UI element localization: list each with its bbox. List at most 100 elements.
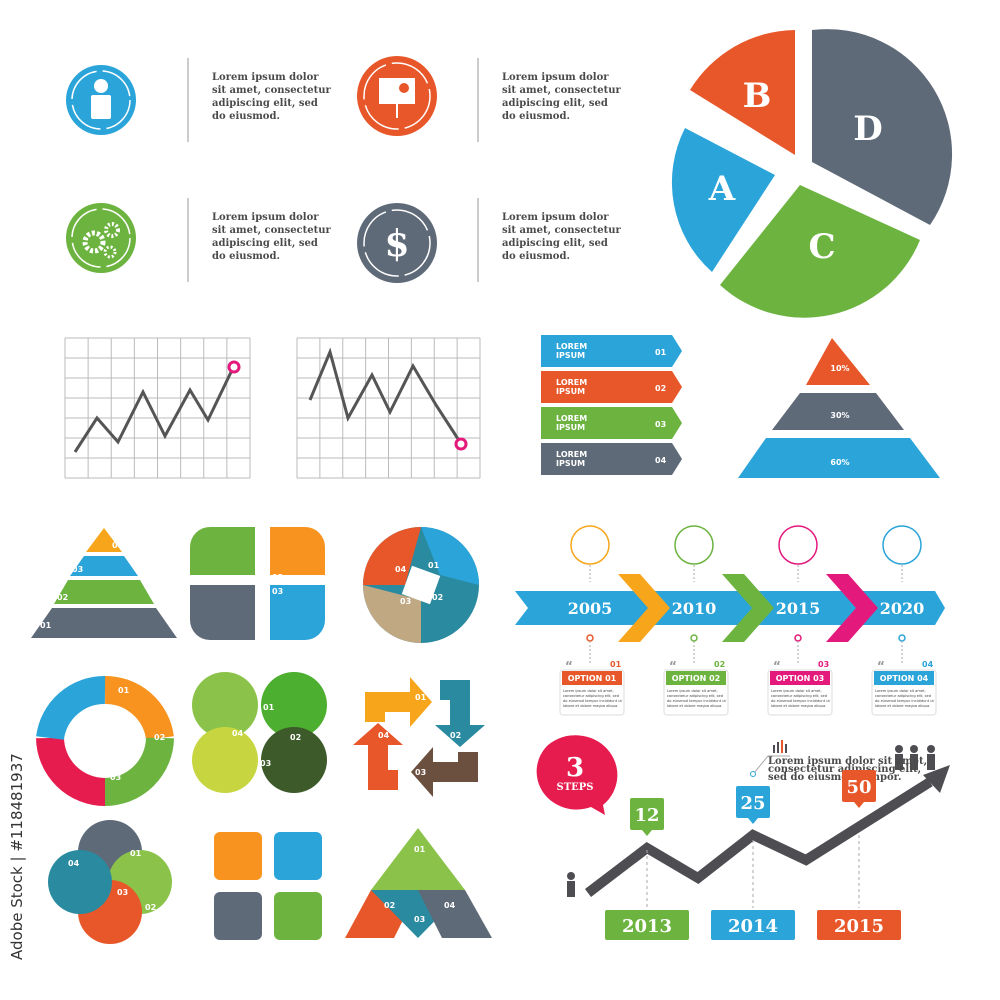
- mini-clover: 01 02 03 04: [192, 672, 327, 793]
- line-chart-grid: [64, 337, 251, 479]
- svg-text:02: 02: [432, 593, 443, 602]
- label-text: 2015: [776, 599, 821, 618]
- svg-text:04: 04: [444, 901, 456, 910]
- pie-slice-c: [720, 185, 920, 318]
- shape: [605, 910, 689, 940]
- shape: [794, 634, 802, 642]
- label-text: 2013: [622, 916, 672, 937]
- shape: [690, 634, 698, 642]
- timeline-item: 2015 “ 03 OPTION 03 Lorem ipsum dolor sit am…: [767, 525, 878, 716]
- svg-text:01: 01: [40, 621, 52, 630]
- label-text: do eiusmod tempor incididunt ut: [771, 699, 831, 703]
- svg-text:02: 02: [145, 903, 156, 912]
- label-text: LOREM: [556, 378, 587, 387]
- label-text: “: [877, 659, 885, 673]
- label-text: LOREM: [556, 414, 587, 423]
- label-text: consectetur adipiscing elit, sed: [771, 694, 827, 698]
- svg-text:04: 04: [68, 859, 80, 868]
- label-text: Lorem ipsum dolor sit amet,: [771, 689, 822, 693]
- mini-venn: 01 02 03 04: [48, 820, 172, 944]
- svg-text:03: 03: [415, 768, 426, 777]
- svg-text:03: 03: [400, 597, 411, 606]
- label-text: 04: [655, 456, 667, 465]
- shape: [666, 671, 726, 685]
- label-text: 02: [714, 660, 725, 669]
- svg-text:02: 02: [290, 733, 301, 742]
- svg-text:30%: 30%: [830, 411, 849, 420]
- dollar-icon: $: [384, 223, 409, 265]
- label-text: 2020: [880, 599, 925, 618]
- label-text: consectetur adipiscing elit, sed: [875, 694, 931, 698]
- shape: [898, 634, 906, 642]
- svg-text:02: 02: [450, 731, 461, 740]
- label-text: 2015: [834, 916, 884, 937]
- label-text: “: [773, 659, 781, 673]
- label-text: Lorem ipsum dolor sit amet,: [875, 689, 926, 693]
- step-item: 12 2013: [605, 798, 689, 940]
- label-text: 12: [634, 805, 659, 826]
- label-text: 25: [740, 793, 765, 814]
- mini-arrows-cycle: 01 02 03 04: [353, 677, 485, 797]
- label-text: LOREM: [556, 342, 587, 351]
- svg-text:03: 03: [414, 915, 425, 924]
- svg-text:02: 02: [272, 573, 283, 582]
- timeline-item: 2010 “ 02 OPTION 02 Lorem ipsum dolor sit am…: [663, 525, 774, 716]
- label-text: do eiusmod tempor incididunt ut: [563, 699, 623, 703]
- shape: [630, 798, 664, 830]
- shape: [778, 525, 818, 565]
- label-text: Lorem ipsum dolor sit amet,: [667, 689, 718, 693]
- label-text: 02: [655, 384, 666, 393]
- label-text: labore et dolore magna aliqua.: [667, 704, 722, 708]
- label-text: 50: [846, 777, 871, 798]
- label-text: 2010: [672, 599, 717, 618]
- pie-slice-a: [671, 128, 775, 272]
- shape: [748, 818, 758, 824]
- svg-text:01: 01: [263, 703, 275, 712]
- gears-icon: [82, 222, 120, 259]
- label-text: 04: [922, 660, 934, 669]
- label-text: OPTION 02: [672, 674, 721, 683]
- label-text: labore et dolore magna aliqua.: [563, 704, 618, 708]
- svg-text:A: A: [708, 169, 736, 209]
- svg-text:04: 04: [233, 881, 245, 890]
- mini-squares: 01 02 03 04: [214, 832, 322, 940]
- svg-text:01: 01: [428, 561, 440, 570]
- shape: [722, 574, 774, 642]
- label-text: labore et dolore magna aliqua.: [875, 704, 930, 708]
- shape: [826, 574, 878, 642]
- feature-dollar: $ Lorem ipsum dolor sit amet, consectetur…: [357, 198, 622, 283]
- shape: [541, 371, 682, 403]
- svg-text:3: 3: [566, 753, 584, 783]
- shape: [642, 830, 652, 836]
- label-text: IPSUM: [556, 387, 585, 396]
- svg-text:04: 04: [112, 541, 124, 550]
- line-chart-down: [308, 347, 462, 443]
- label-text: 03: [818, 660, 829, 669]
- mini-triangle: 01 02 03 04: [345, 828, 492, 938]
- shape: [562, 671, 622, 685]
- line-chart-grid: [296, 337, 481, 479]
- step-item: 25 2014: [711, 786, 795, 940]
- timeline-item: 2020 “ 04 OPTION 04 Lorem ipsum dolor sit am…: [871, 525, 937, 716]
- svg-text:03: 03: [110, 773, 121, 782]
- shape: [570, 525, 610, 565]
- mini-ring: [36, 675, 174, 806]
- svg-text:04: 04: [66, 733, 78, 742]
- label-text: 01: [610, 660, 622, 669]
- feature-user: Lorem ipsum dolor sit amet, consectetur ad…: [66, 58, 332, 142]
- mini-circle-cycle: 01 02 03 04: [363, 527, 479, 643]
- svg-text:10%: 10%: [830, 364, 849, 373]
- svg-text:60%: 60%: [830, 458, 849, 467]
- svg-text:02: 02: [57, 593, 68, 602]
- pie-diagram: B D A C: [671, 29, 953, 318]
- label-text: IPSUM: [556, 423, 585, 432]
- shape: [541, 407, 682, 439]
- feature-presentation: Lorem ipsum dolor sit amet, consectetur ad…: [357, 56, 622, 142]
